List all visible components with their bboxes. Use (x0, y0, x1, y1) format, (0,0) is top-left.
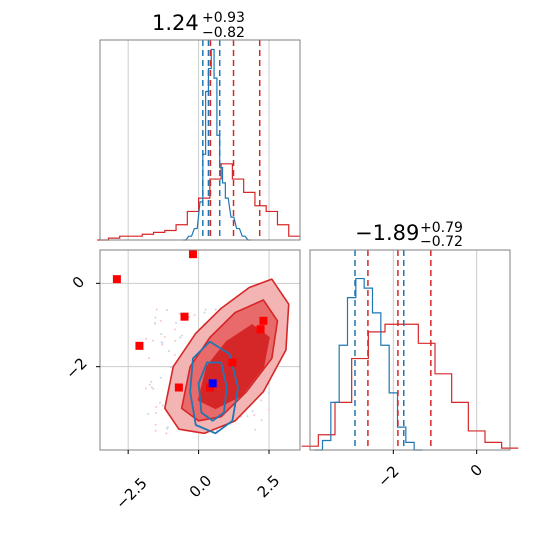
scatter-point (161, 404, 164, 407)
scatter-point (166, 309, 169, 312)
scatter-point (267, 391, 270, 394)
scatter-point (170, 366, 173, 369)
scatter-point (154, 322, 157, 325)
x-tick-labels-marginal-2: −2 0 (374, 461, 486, 491)
scatter-point (160, 333, 163, 336)
scatter-point (154, 316, 157, 319)
red-square-marker (256, 325, 265, 334)
red-histogram (97, 163, 300, 241)
scatter-point (144, 387, 147, 390)
scatter-point (148, 383, 151, 386)
x-tick-labels-joint: −2.5 0.0 2.5 (112, 472, 283, 513)
scatter-point (251, 410, 254, 413)
scatter-point (165, 427, 168, 430)
red-histogram (301, 323, 519, 449)
scatter-point (267, 408, 270, 411)
scatter-point (161, 341, 164, 344)
red-contour (197, 324, 270, 410)
panel-frame (99, 39, 301, 241)
scatter-point (174, 321, 177, 324)
red-square-marker (205, 383, 214, 392)
scatter-point (203, 311, 206, 314)
x-tick-label: −2.5 (112, 474, 150, 512)
y-tick-label: 0 (69, 273, 88, 292)
scatter-point (155, 411, 158, 414)
scatter-point (253, 414, 256, 417)
panel-frame (309, 249, 511, 451)
x-tick-label: 2.5 (254, 472, 284, 502)
title-param-2-main: −1.89 (355, 221, 419, 245)
scatter-point (159, 319, 162, 322)
scatter-point (180, 334, 183, 337)
x-tick-label: 0.0 (186, 472, 216, 502)
scatter-point (161, 343, 164, 346)
red-square-marker (228, 358, 237, 367)
scatter-point (167, 350, 170, 353)
scatter-point (254, 428, 257, 431)
scatter-point (159, 401, 162, 404)
scatter-point (147, 413, 150, 416)
red-square-marker (112, 275, 121, 284)
scatter-point (240, 415, 243, 418)
scatter-point (154, 429, 157, 432)
scatter-point (174, 339, 177, 342)
scatter-point (214, 308, 217, 311)
scatter-point (260, 419, 263, 422)
scatter-point (159, 376, 162, 379)
scatter-point (260, 399, 263, 402)
x-tick-label: 0 (467, 461, 486, 480)
y-tick-label: −2 (62, 354, 90, 382)
scatter-point (152, 387, 155, 390)
scatter-point (147, 357, 150, 360)
scatter-point (246, 415, 249, 418)
scatter-point (154, 423, 157, 426)
blue-contour (197, 361, 228, 422)
scatter-point (178, 312, 181, 315)
title-param-2-minus: −0.72 (420, 234, 463, 250)
blue-square-marker (208, 379, 217, 388)
red-square-marker (135, 341, 144, 350)
title-param-2: −1.89 +0.79 −0.72 (355, 220, 463, 250)
title-param-1-plus: +0.93 (202, 10, 245, 26)
marginal-param-1 (97, 39, 301, 241)
title-param-1: 1.24 +0.93 −0.82 (152, 10, 245, 41)
blue-histogram (183, 48, 251, 241)
scatter-point (150, 380, 153, 383)
marginal-param-2 (301, 249, 519, 454)
scatter-point (155, 308, 158, 311)
blue-histogram (314, 277, 423, 451)
red-square-marker (188, 250, 197, 259)
title-param-1-main: 1.24 (152, 11, 199, 35)
joint-param-1-2 (96, 249, 301, 454)
scatter-point (151, 339, 154, 342)
title-param-2-plus: +0.79 (420, 220, 463, 236)
title-param-1-minus: −0.82 (202, 25, 245, 41)
scatter-point (163, 335, 166, 338)
red-square-marker (259, 316, 268, 325)
scatter-point (173, 328, 176, 331)
scatter-point (155, 406, 158, 409)
scatter-point (166, 426, 169, 429)
scatter-point (150, 386, 153, 389)
y-tick-labels-joint: 0 −2 (62, 273, 90, 383)
scatter-point (145, 337, 148, 340)
red-square-marker (180, 312, 189, 321)
panel-frame (99, 249, 301, 451)
red-square-marker (174, 383, 183, 392)
scatter-point (179, 336, 182, 339)
scatter-point (173, 353, 176, 356)
scatter-point (204, 308, 207, 311)
scatter-point (165, 432, 168, 435)
x-tick-label: −2 (374, 462, 402, 490)
scatter-point (193, 314, 196, 317)
blue-contour (189, 340, 239, 435)
